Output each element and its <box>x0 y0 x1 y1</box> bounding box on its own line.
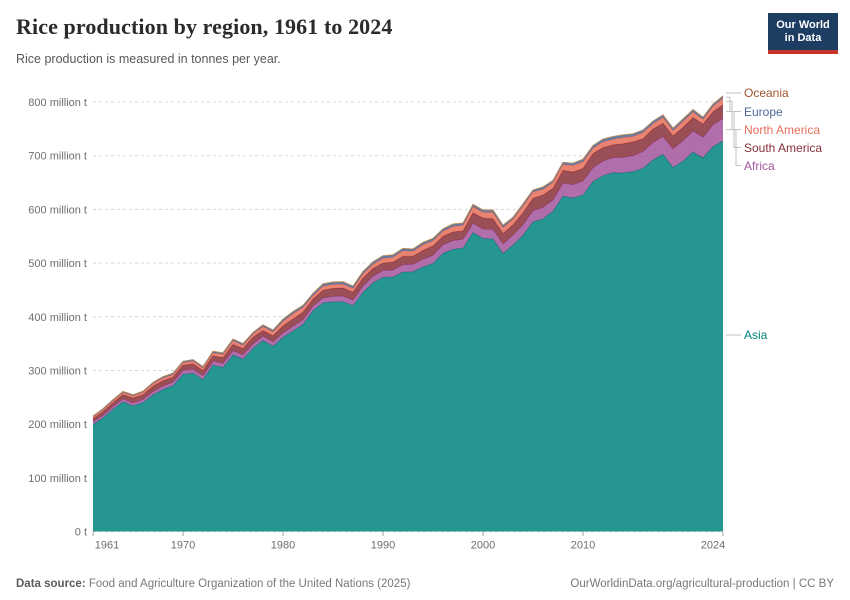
legend-label-africa[interactable]: Africa <box>744 158 775 173</box>
chart-subtitle: Rice production is measured in tonnes pe… <box>16 52 281 66</box>
area-asia[interactable] <box>93 140 723 532</box>
chart-footer: Data source: Food and Agriculture Organi… <box>16 578 834 590</box>
y-axis-label: 600 million t <box>28 204 87 216</box>
x-axis-label: 1970 <box>171 540 195 552</box>
area-south-america[interactable] <box>93 104 723 422</box>
x-axis-label: 2000 <box>471 540 495 552</box>
y-axis-label: 0 t <box>75 527 87 539</box>
x-axis-label: 2024 <box>701 540 725 552</box>
footer-separator: | <box>789 578 799 590</box>
footer-right: OurWorldinData.org/agricultural-producti… <box>570 578 834 590</box>
stacked-area-plot: 0 t 100 million t 200 million t 300 million… <box>28 92 741 552</box>
legend-connector-africa <box>726 129 741 166</box>
data-source-text: Food and Agriculture Organization of the… <box>85 578 411 590</box>
y-axis-label: 800 million t <box>28 97 87 109</box>
area-edge-oceania <box>92 95 724 417</box>
legend-label-europe[interactable]: Europe <box>744 104 783 119</box>
y-axis-label: 300 million t <box>28 365 87 377</box>
owid-logo-line2: in Data <box>784 32 822 44</box>
owid-logo[interactable]: Our World in Data <box>768 13 838 54</box>
legend-label-asia[interactable]: Asia <box>744 328 768 342</box>
y-axis-label: 200 million t <box>28 419 87 431</box>
y-axis-label: 700 million t <box>28 151 87 163</box>
x-axis-label: 1990 <box>371 540 395 552</box>
area-europe[interactable] <box>93 96 723 417</box>
area-africa[interactable] <box>93 118 723 425</box>
y-axis-label: 500 million t <box>28 258 87 270</box>
y-axis-label: 400 million t <box>28 312 87 324</box>
x-axis-label: 2010 <box>571 540 595 552</box>
x-axis-label: 1980 <box>271 540 295 552</box>
legend-label-north-america[interactable]: North America <box>744 122 821 137</box>
x-axis-label: 1961 <box>95 540 119 552</box>
license-badge: CC BY <box>798 578 834 590</box>
legend-label-oceania[interactable]: Oceania <box>744 86 789 100</box>
area-north-america[interactable] <box>93 98 723 419</box>
y-axis-label: 100 million t <box>28 473 87 485</box>
owid-logo-line1: Our World <box>776 19 830 31</box>
owid-article-link[interactable]: OurWorldinData.org/agricultural-producti… <box>570 578 790 590</box>
legend-label-south-america[interactable]: South America <box>744 140 823 155</box>
data-source-label: Data source: <box>16 578 86 590</box>
chart-title: Rice production by region, 1961 to 2024 <box>16 14 393 39</box>
data-source-note: Data source: Food and Agriculture Organi… <box>16 578 410 590</box>
legend-connector-europe <box>726 96 741 112</box>
